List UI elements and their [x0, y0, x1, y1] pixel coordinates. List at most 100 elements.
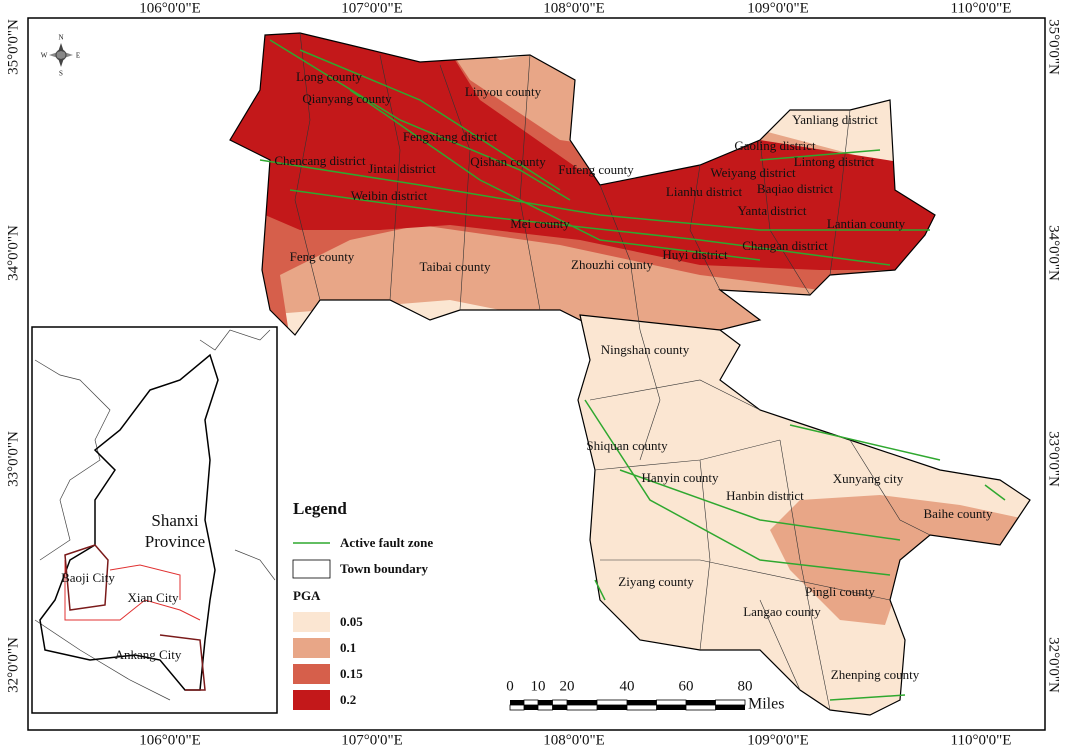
place-label: Fufeng county: [558, 162, 634, 177]
place-label: Mei county: [510, 216, 570, 231]
place-label: Hanyin county: [642, 470, 719, 485]
lat-label: 34°0'0"N: [1046, 225, 1062, 281]
place-label: Long county: [296, 69, 363, 84]
place-labels: Long county Qianyang county Linyou county F…: [274, 69, 993, 682]
scale-bar: 0 10 20 40 60 80 Miles: [506, 678, 784, 712]
lon-label: 108°0'0"E: [543, 0, 605, 16]
compass-letter: S: [59, 70, 63, 78]
legend-label: 0.15: [340, 666, 363, 681]
legend-label: 0.2: [340, 692, 356, 707]
city-label: Xian City: [128, 590, 179, 605]
lat-label: 32°0'0"N: [1046, 637, 1062, 693]
place-label: Ningshan county: [601, 342, 690, 357]
lon-label: 107°0'0"E: [341, 732, 403, 748]
legend: Legend Active fault zone Town boundary PGA 0…: [292, 499, 433, 710]
scale-segment: [686, 700, 716, 705]
scale-segment: [597, 705, 627, 710]
scale-segment: [627, 700, 657, 705]
scale-label: 10: [531, 678, 546, 694]
scale-label: 80: [738, 678, 753, 694]
town-boundaries: [294, 32, 931, 711]
lon-label: 109°0'0"E: [747, 732, 809, 748]
lat-label: 35°0'0"N: [5, 19, 21, 75]
place-label: Zhenping county: [831, 667, 920, 682]
place-label: Lintong district: [794, 154, 875, 169]
scale-segment: [552, 699, 568, 706]
lon-label: 109°0'0"E: [747, 0, 809, 16]
place-label: Linyou county: [465, 84, 542, 99]
scale-segment: [537, 704, 553, 711]
place-label: Qianyang county: [302, 91, 392, 106]
scale-segment: [596, 699, 628, 706]
lon-label: 106°0'0"E: [139, 0, 201, 16]
fault-lines: [259, 39, 1006, 701]
lon-label: 110°0'0"E: [951, 0, 1012, 16]
scale-label: 40: [620, 678, 635, 694]
lon-label: 107°0'0"E: [341, 0, 403, 16]
scale-segment: [656, 699, 687, 706]
scale-segment: [566, 704, 598, 711]
legend-label: Active fault zone: [340, 535, 433, 550]
legend-swatch: [293, 638, 330, 658]
compass-letter: N: [58, 34, 63, 42]
province-label: Province: [145, 532, 205, 551]
scale-label: 0: [506, 678, 514, 694]
place-label: Huyi district: [662, 247, 728, 262]
place-label: Feng county: [290, 249, 355, 264]
inset-map: Shanxi Province Baoji City Xian City Ankang …: [31, 326, 278, 714]
lat-label: 35°0'0"N: [1046, 19, 1062, 75]
legend-swatch: [293, 612, 330, 632]
place-label: Shiquan county: [586, 438, 668, 453]
scale-segment: [538, 700, 553, 705]
legend-label: 0.05: [340, 614, 363, 629]
compass: [49, 43, 73, 67]
place-label: Gaoling district: [734, 138, 816, 153]
place-label: Taibai county: [420, 259, 491, 274]
scale-segment: [656, 705, 686, 710]
compass-letter: E: [76, 52, 80, 60]
place-label: Lianhu district: [666, 184, 743, 199]
place-label: Weiyang district: [710, 165, 796, 180]
legend-title: Legend: [293, 499, 347, 518]
scale-label: 60: [679, 678, 694, 694]
legend-swatch: [293, 690, 330, 710]
scale-unit: Miles: [748, 696, 784, 713]
place-label: Ziyang county: [618, 574, 694, 589]
scale-segment: [552, 705, 567, 710]
city-label: Ankang City: [115, 647, 182, 662]
scale-segment: [524, 705, 538, 710]
scale-segment: [509, 704, 525, 711]
place-label: Fengxiang district: [403, 129, 498, 144]
province-label: Shanxi: [151, 511, 199, 530]
place-label: Chencang district: [274, 153, 366, 168]
scale-segment: [715, 705, 745, 710]
legend-subtitle: PGA: [293, 588, 321, 603]
place-label: Lantian county: [827, 216, 906, 231]
place-label: Weibin district: [351, 188, 428, 203]
place-label: Zhouzhi county: [571, 257, 653, 272]
place-label: Changan district: [742, 238, 828, 253]
place-label: Qishan county: [470, 154, 546, 169]
lon-label: 108°0'0"E: [543, 732, 605, 748]
legend-swatch: [293, 664, 330, 684]
region-outline: [577, 314, 1031, 716]
place-label: Pingli county: [805, 584, 875, 599]
place-label: Langao county: [743, 604, 821, 619]
place-label: Yanta district: [737, 203, 806, 218]
lon-label: 106°0'0"E: [139, 732, 201, 748]
lat-label: 34°0'0"N: [5, 225, 21, 281]
compass-letter: W: [41, 52, 48, 60]
scale-segment: [685, 704, 716, 711]
scale-segment: [510, 700, 524, 705]
lat-label: 32°0'0"N: [5, 637, 21, 693]
place-label: Jintai district: [368, 161, 436, 176]
scale-segment: [626, 704, 657, 711]
lat-label: 33°0'0"N: [1046, 431, 1062, 487]
place-label: Hanbin district: [726, 488, 804, 503]
pga-zone: [230, 33, 935, 270]
scale-segment: [567, 700, 597, 705]
place-label: Baihe county: [924, 506, 993, 521]
scale-segment: [523, 699, 539, 706]
legend-label: Town boundary: [340, 561, 429, 576]
